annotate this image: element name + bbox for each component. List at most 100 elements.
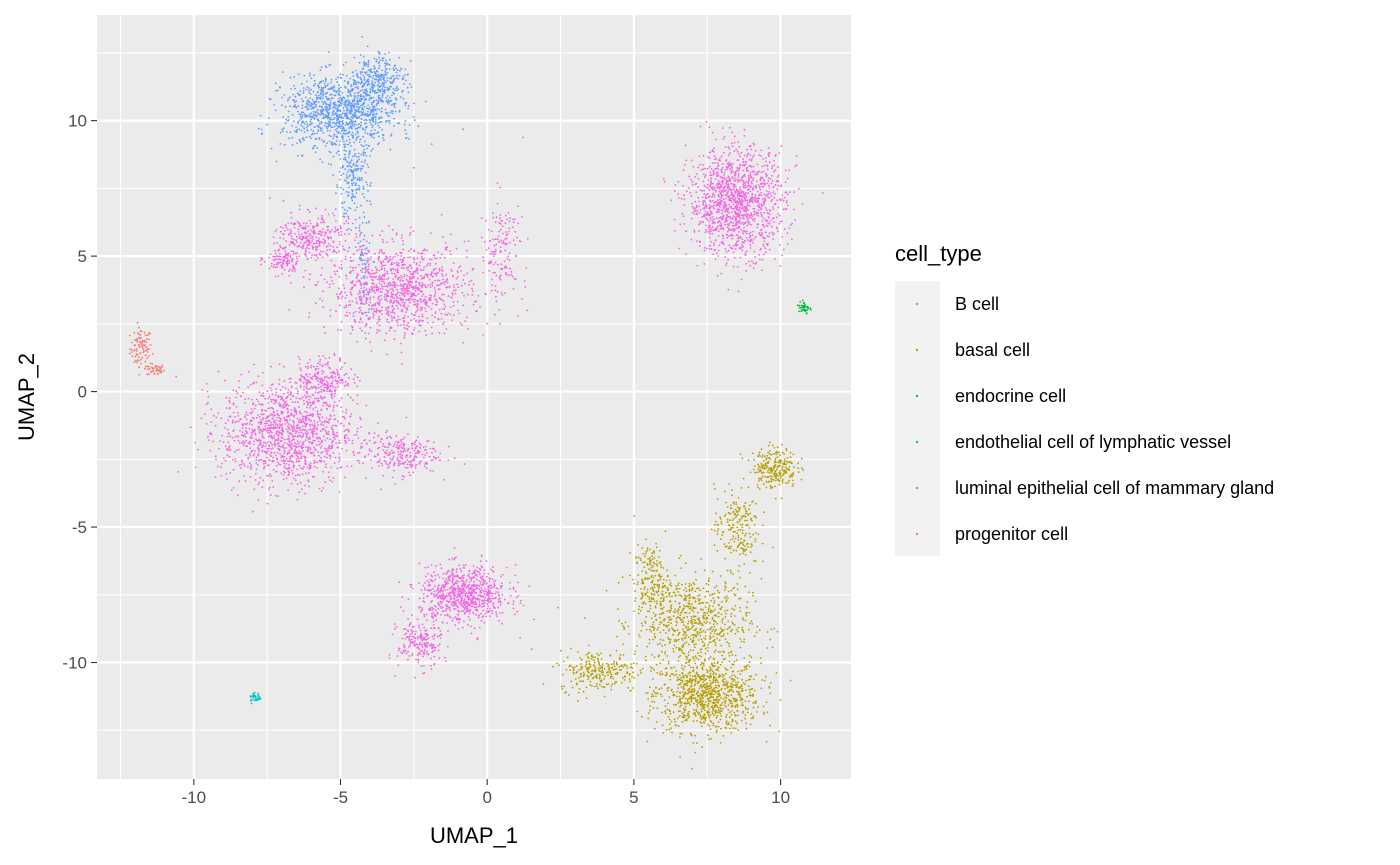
data-point	[368, 308, 370, 311]
data-point	[698, 681, 700, 684]
data-point	[712, 724, 715, 727]
data-point	[730, 650, 733, 653]
data-point	[579, 675, 582, 678]
data-point	[649, 561, 652, 564]
data-point	[381, 92, 384, 95]
data-point	[359, 317, 362, 320]
data-point	[390, 261, 393, 264]
data-point	[455, 247, 458, 250]
data-point	[139, 352, 142, 354]
data-point	[344, 168, 347, 171]
data-point	[681, 610, 684, 612]
data-point	[692, 670, 694, 673]
data-point	[768, 450, 771, 452]
data-point	[400, 68, 403, 70]
data-point	[689, 703, 691, 706]
data-point	[578, 669, 580, 671]
data-point	[356, 160, 359, 163]
data-point	[739, 529, 742, 531]
data-point	[651, 558, 654, 560]
data-point	[649, 705, 652, 707]
data-point	[372, 96, 375, 99]
data-point	[730, 706, 733, 708]
data-point	[771, 444, 774, 447]
data-point	[680, 567, 682, 569]
data-point	[361, 86, 364, 88]
data-point	[574, 678, 577, 680]
data-point	[651, 598, 653, 601]
data-point	[373, 85, 376, 87]
data-point	[590, 658, 593, 660]
data-point	[620, 682, 623, 684]
data-point	[365, 62, 367, 64]
data-point	[740, 537, 742, 540]
data-point	[657, 626, 660, 629]
data-point	[727, 651, 730, 654]
data-point	[755, 516, 757, 519]
data-point	[393, 317, 396, 319]
data-point	[644, 622, 647, 624]
data-point	[577, 651, 579, 653]
data-point	[687, 595, 689, 597]
data-point	[295, 131, 298, 134]
data-point	[382, 90, 385, 92]
data-point	[329, 105, 331, 108]
data-point	[707, 723, 709, 726]
data-point	[690, 589, 693, 592]
data-point	[782, 474, 784, 477]
data-point	[288, 137, 290, 140]
data-point	[652, 565, 655, 568]
data-point	[712, 687, 715, 690]
data-point	[342, 122, 345, 125]
data-point	[688, 590, 691, 592]
data-point	[759, 657, 762, 659]
data-point	[341, 98, 344, 101]
data-point	[700, 602, 703, 604]
data-point	[429, 264, 431, 267]
data-point	[291, 113, 294, 116]
data-point	[403, 83, 406, 85]
data-point	[365, 181, 368, 184]
data-point	[377, 85, 380, 88]
data-point	[393, 125, 396, 127]
data-point	[406, 73, 409, 76]
data-point	[664, 710, 666, 713]
data-point	[659, 620, 662, 623]
data-point	[374, 129, 376, 131]
data-point	[599, 665, 601, 667]
data-point	[348, 246, 351, 249]
data-point	[403, 287, 405, 290]
data-point	[338, 150, 340, 153]
data-point	[151, 363, 154, 365]
data-point	[724, 597, 727, 599]
data-point	[347, 135, 350, 138]
data-point	[698, 594, 701, 596]
data-point	[789, 474, 792, 477]
data-point	[301, 100, 304, 103]
data-point	[324, 145, 327, 147]
data-point	[147, 373, 150, 376]
data-point	[369, 112, 372, 114]
data-point	[395, 87, 398, 90]
data-point	[396, 69, 399, 71]
data-point	[393, 338, 396, 341]
data-point	[770, 628, 773, 631]
data-point	[687, 691, 690, 693]
data-point	[373, 115, 376, 118]
data-point	[391, 228, 394, 231]
data-point	[250, 702, 253, 705]
data-point	[353, 98, 356, 101]
data-point	[361, 291, 364, 294]
data-point	[328, 124, 331, 127]
data-point	[622, 654, 625, 656]
data-point	[643, 601, 645, 603]
data-point	[724, 702, 727, 704]
data-point	[727, 694, 730, 697]
data-point	[729, 519, 731, 522]
data-point	[385, 306, 388, 309]
data-point	[670, 618, 673, 620]
data-point	[363, 79, 366, 81]
data-point	[644, 577, 647, 579]
data-point	[739, 610, 742, 612]
data-point	[767, 451, 769, 454]
